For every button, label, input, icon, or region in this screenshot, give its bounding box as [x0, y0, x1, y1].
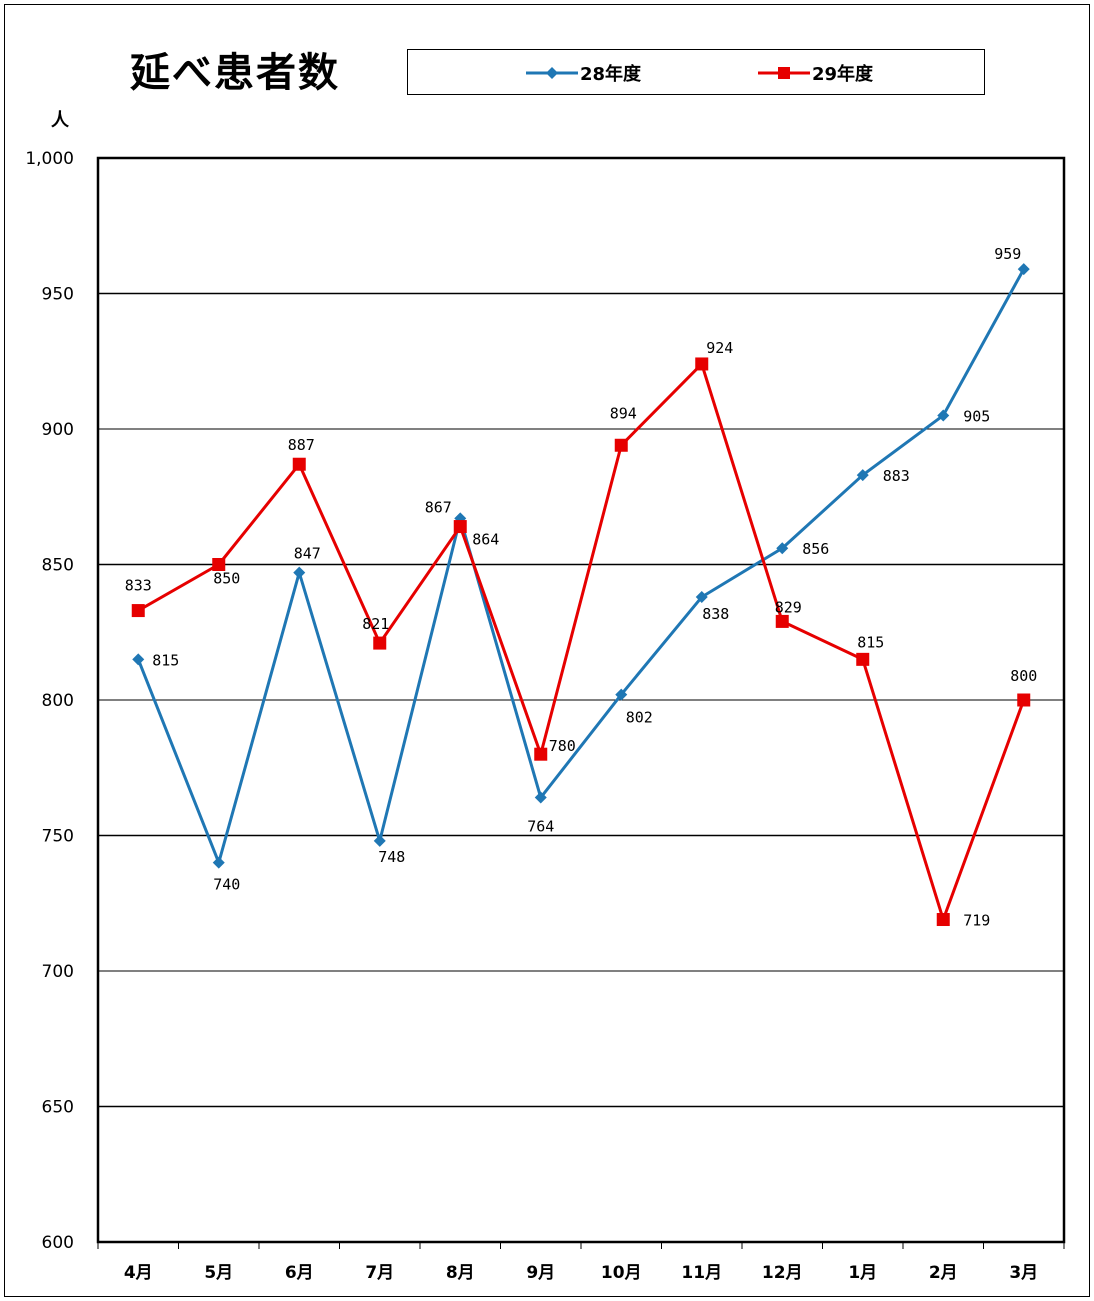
data-label-29: 829 — [775, 598, 802, 616]
data-point-28 — [212, 856, 225, 869]
data-point-29 — [453, 520, 467, 534]
y-tick-label: 900 — [42, 420, 74, 440]
x-tick-label: 12月 — [762, 1263, 803, 1283]
data-label-28: 748 — [378, 848, 405, 866]
data-label-28: 838 — [702, 605, 729, 623]
data-point-29 — [534, 747, 548, 761]
y-tick-label: 700 — [42, 962, 74, 982]
x-tick-label: 9月 — [526, 1263, 555, 1283]
data-point-29 — [212, 558, 226, 571]
data-label-28: 959 — [994, 245, 1021, 263]
data-label-28: 905 — [963, 407, 990, 425]
legend: 28年度 29年度 — [407, 49, 985, 95]
x-tick-label: 11月 — [681, 1263, 722, 1283]
x-tick-label: 2月 — [929, 1263, 958, 1283]
data-point-29 — [1017, 693, 1031, 707]
data-label-28: 867 — [425, 498, 452, 516]
series-line-28 — [136, 268, 1026, 865]
data-point-29 — [775, 614, 789, 628]
y-tick-label: 750 — [42, 827, 74, 847]
data-label-29: 780 — [549, 737, 576, 755]
x-tick-label: 8月 — [446, 1263, 475, 1283]
data-point-29 — [292, 457, 306, 471]
data-label-29: 850 — [213, 570, 240, 588]
series-line-29 — [137, 362, 1026, 922]
data-point-28 — [695, 591, 708, 604]
data-point-29 — [936, 913, 950, 927]
data-point-29 — [695, 357, 709, 371]
legend-marker-28-icon — [526, 67, 578, 79]
data-label-28: 856 — [802, 540, 829, 558]
data-label-29: 821 — [362, 615, 389, 633]
data-label-28: 802 — [626, 709, 653, 727]
x-tick-label: 10月 — [601, 1263, 642, 1283]
data-label-29: 719 — [963, 912, 990, 930]
x-tick-label: 4月 — [124, 1263, 153, 1283]
data-label-28: 847 — [294, 545, 321, 563]
y-tick-label: 600 — [42, 1233, 74, 1253]
chart-title: 延べ患者数 — [130, 50, 340, 96]
data-point-28 — [1017, 263, 1030, 276]
x-tick-label: 6月 — [285, 1263, 314, 1283]
legend-label-28: 28年度 — [580, 64, 642, 85]
y-tick-label: 850 — [42, 556, 74, 576]
legend-marker-29-icon — [758, 67, 810, 79]
data-point-28 — [937, 409, 950, 422]
y-tick-label: 1,000 — [25, 149, 74, 169]
legend-item-28: 28年度 — [526, 50, 641, 96]
x-tick-label: 7月 — [365, 1263, 394, 1283]
data-label-28: 740 — [213, 876, 240, 894]
data-label-29: 887 — [288, 436, 315, 454]
y-unit-label: 人 — [51, 110, 69, 131]
data-point-29 — [614, 438, 628, 452]
data-point-28 — [373, 834, 386, 847]
y-tick-label: 650 — [42, 1098, 74, 1118]
data-label-29: 924 — [706, 339, 733, 357]
x-tick-label: 1月 — [848, 1263, 877, 1283]
data-point-29 — [856, 652, 870, 666]
y-tick-label: 950 — [42, 285, 74, 305]
data-label-28: 764 — [527, 818, 554, 836]
data-label-29: 833 — [125, 577, 152, 595]
data-label-29: 800 — [1010, 667, 1037, 685]
x-tick-label: 3月 — [1009, 1263, 1038, 1283]
data-point-28 — [132, 653, 145, 666]
data-point-28 — [776, 542, 789, 555]
data-label-29: 815 — [857, 633, 884, 651]
data-point-29 — [131, 604, 145, 618]
legend-label-29: 29年度 — [812, 64, 874, 85]
data-point-28 — [293, 566, 306, 579]
data-label-28: 883 — [883, 467, 910, 485]
data-label-29: 864 — [472, 531, 499, 549]
y-tick-label: 800 — [42, 691, 74, 711]
x-tick-label: 5月 — [204, 1263, 233, 1283]
data-point-29 — [373, 636, 387, 650]
legend-item-29: 29年度 — [758, 50, 873, 96]
data-label-28: 815 — [152, 651, 179, 669]
data-point-28 — [615, 688, 628, 701]
data-point-28 — [534, 791, 547, 804]
data-label-29: 894 — [610, 404, 637, 422]
chart-frame — [4, 4, 1090, 1297]
data-point-28 — [856, 469, 869, 482]
